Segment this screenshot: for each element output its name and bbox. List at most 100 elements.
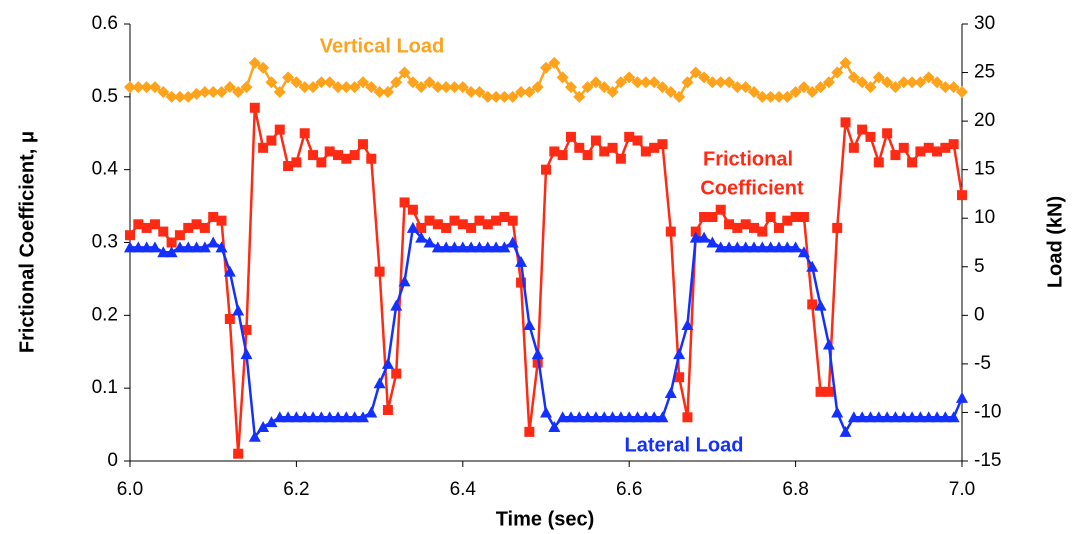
y2-tick-label: -15 — [974, 450, 1001, 471]
marker — [323, 411, 336, 423]
marker — [157, 85, 170, 98]
marker — [349, 150, 360, 161]
marker — [798, 212, 809, 223]
marker — [872, 71, 885, 84]
marker — [674, 372, 685, 383]
annotation: Frictional — [703, 148, 793, 170]
marker — [781, 241, 794, 253]
marker — [406, 221, 419, 233]
marker — [682, 412, 693, 423]
marker — [315, 76, 328, 89]
marker — [481, 241, 494, 253]
marker — [258, 142, 269, 153]
marker — [831, 66, 844, 79]
y2-tick-label: 0 — [974, 304, 985, 325]
marker — [781, 90, 794, 103]
marker — [506, 90, 519, 103]
marker — [182, 241, 195, 253]
marker — [290, 411, 303, 423]
marker — [749, 222, 759, 233]
marker — [599, 146, 610, 157]
marker — [690, 226, 701, 237]
marker — [348, 81, 361, 94]
marker — [215, 241, 228, 253]
y2-tick-label: 30 — [974, 13, 995, 34]
marker — [273, 85, 286, 98]
marker — [806, 260, 819, 272]
marker — [441, 222, 452, 233]
marker — [614, 411, 627, 423]
marker — [190, 87, 203, 100]
marker — [549, 146, 560, 157]
marker — [723, 76, 736, 89]
marker — [307, 411, 320, 423]
marker — [797, 246, 810, 258]
marker — [506, 236, 519, 248]
marker — [699, 212, 710, 223]
marker — [656, 81, 669, 94]
marker — [333, 150, 343, 161]
marker — [332, 411, 344, 423]
x-tick-label: 6.6 — [616, 479, 642, 500]
marker — [148, 81, 161, 94]
marker — [548, 421, 561, 433]
marker — [473, 85, 486, 98]
marker — [191, 219, 202, 230]
marker — [882, 128, 893, 139]
marker — [348, 411, 361, 423]
marker — [923, 142, 934, 153]
marker — [657, 139, 668, 150]
marker — [125, 230, 135, 241]
marker — [831, 406, 844, 418]
marker — [374, 266, 385, 277]
marker — [406, 76, 419, 89]
marker — [498, 90, 511, 103]
y2-axis-label: Load (kN) — [1044, 196, 1066, 288]
marker — [174, 230, 185, 241]
marker — [232, 304, 245, 316]
marker — [639, 411, 652, 423]
marker — [531, 348, 544, 360]
marker — [789, 241, 802, 253]
marker — [299, 128, 310, 139]
marker — [922, 71, 935, 84]
marker — [291, 157, 302, 168]
marker — [307, 81, 320, 94]
marker — [133, 219, 144, 230]
marker — [448, 241, 461, 253]
marker — [639, 76, 652, 89]
marker — [249, 102, 260, 113]
marker — [664, 85, 677, 98]
marker — [490, 90, 503, 103]
marker — [173, 241, 186, 253]
marker — [356, 411, 369, 423]
y2-tick-label: -5 — [974, 353, 991, 374]
marker — [940, 142, 951, 153]
marker — [473, 241, 486, 253]
marker — [732, 222, 743, 233]
marker — [939, 81, 952, 94]
marker — [914, 411, 927, 423]
marker — [265, 76, 278, 89]
marker — [456, 81, 469, 94]
marker — [208, 212, 219, 223]
marker — [298, 81, 311, 94]
marker — [481, 90, 494, 103]
x-tick-label: 6.2 — [283, 479, 309, 500]
marker — [323, 76, 336, 89]
marker — [865, 131, 876, 142]
marker — [415, 231, 428, 243]
marker — [614, 76, 627, 89]
marker — [897, 411, 910, 423]
marker — [822, 338, 835, 350]
marker — [589, 76, 602, 89]
marker — [124, 81, 136, 94]
marker — [315, 411, 328, 423]
marker — [764, 90, 777, 103]
marker — [556, 71, 569, 84]
marker — [765, 212, 776, 223]
marker — [516, 277, 527, 288]
marker — [582, 150, 593, 161]
marker — [756, 241, 769, 253]
